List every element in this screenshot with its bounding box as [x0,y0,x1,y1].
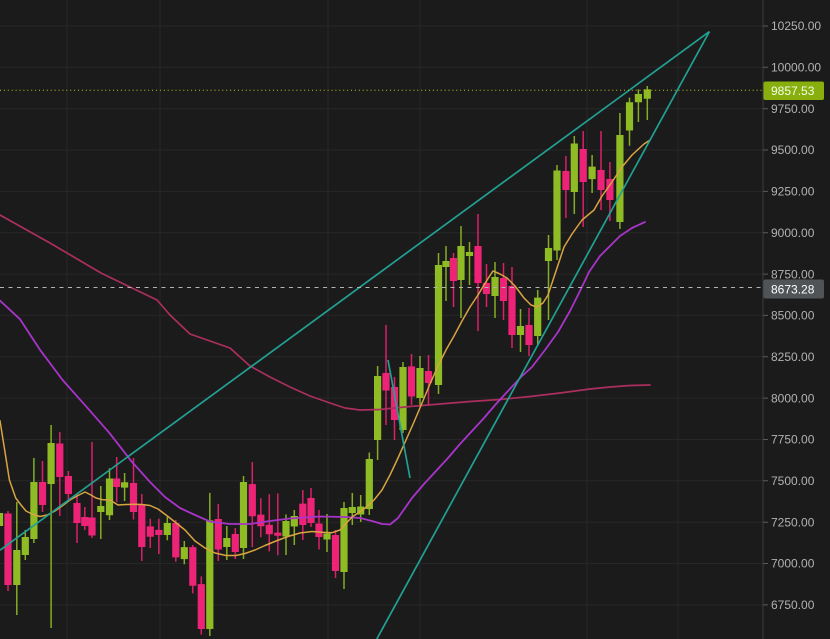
svg-text:10000.00: 10000.00 [771,61,821,75]
svg-text:8750.00: 8750.00 [771,267,815,281]
svg-text:10250.00: 10250.00 [771,19,821,33]
svg-text:7000.00: 7000.00 [771,557,815,571]
svg-text:9000.00: 9000.00 [771,226,815,240]
svg-text:7750.00: 7750.00 [771,433,815,447]
svg-text:9857.53: 9857.53 [771,84,815,98]
svg-text:9750.00: 9750.00 [771,102,815,116]
svg-text:7250.00: 7250.00 [771,515,815,529]
svg-text:8250.00: 8250.00 [771,350,815,364]
svg-text:8500.00: 8500.00 [771,309,815,323]
svg-text:8673.28: 8673.28 [771,282,815,296]
svg-text:9500.00: 9500.00 [771,143,815,157]
svg-text:6750.00: 6750.00 [771,598,815,612]
svg-text:8000.00: 8000.00 [771,391,815,405]
svg-text:9250.00: 9250.00 [771,185,815,199]
svg-text:7500.00: 7500.00 [771,474,815,488]
